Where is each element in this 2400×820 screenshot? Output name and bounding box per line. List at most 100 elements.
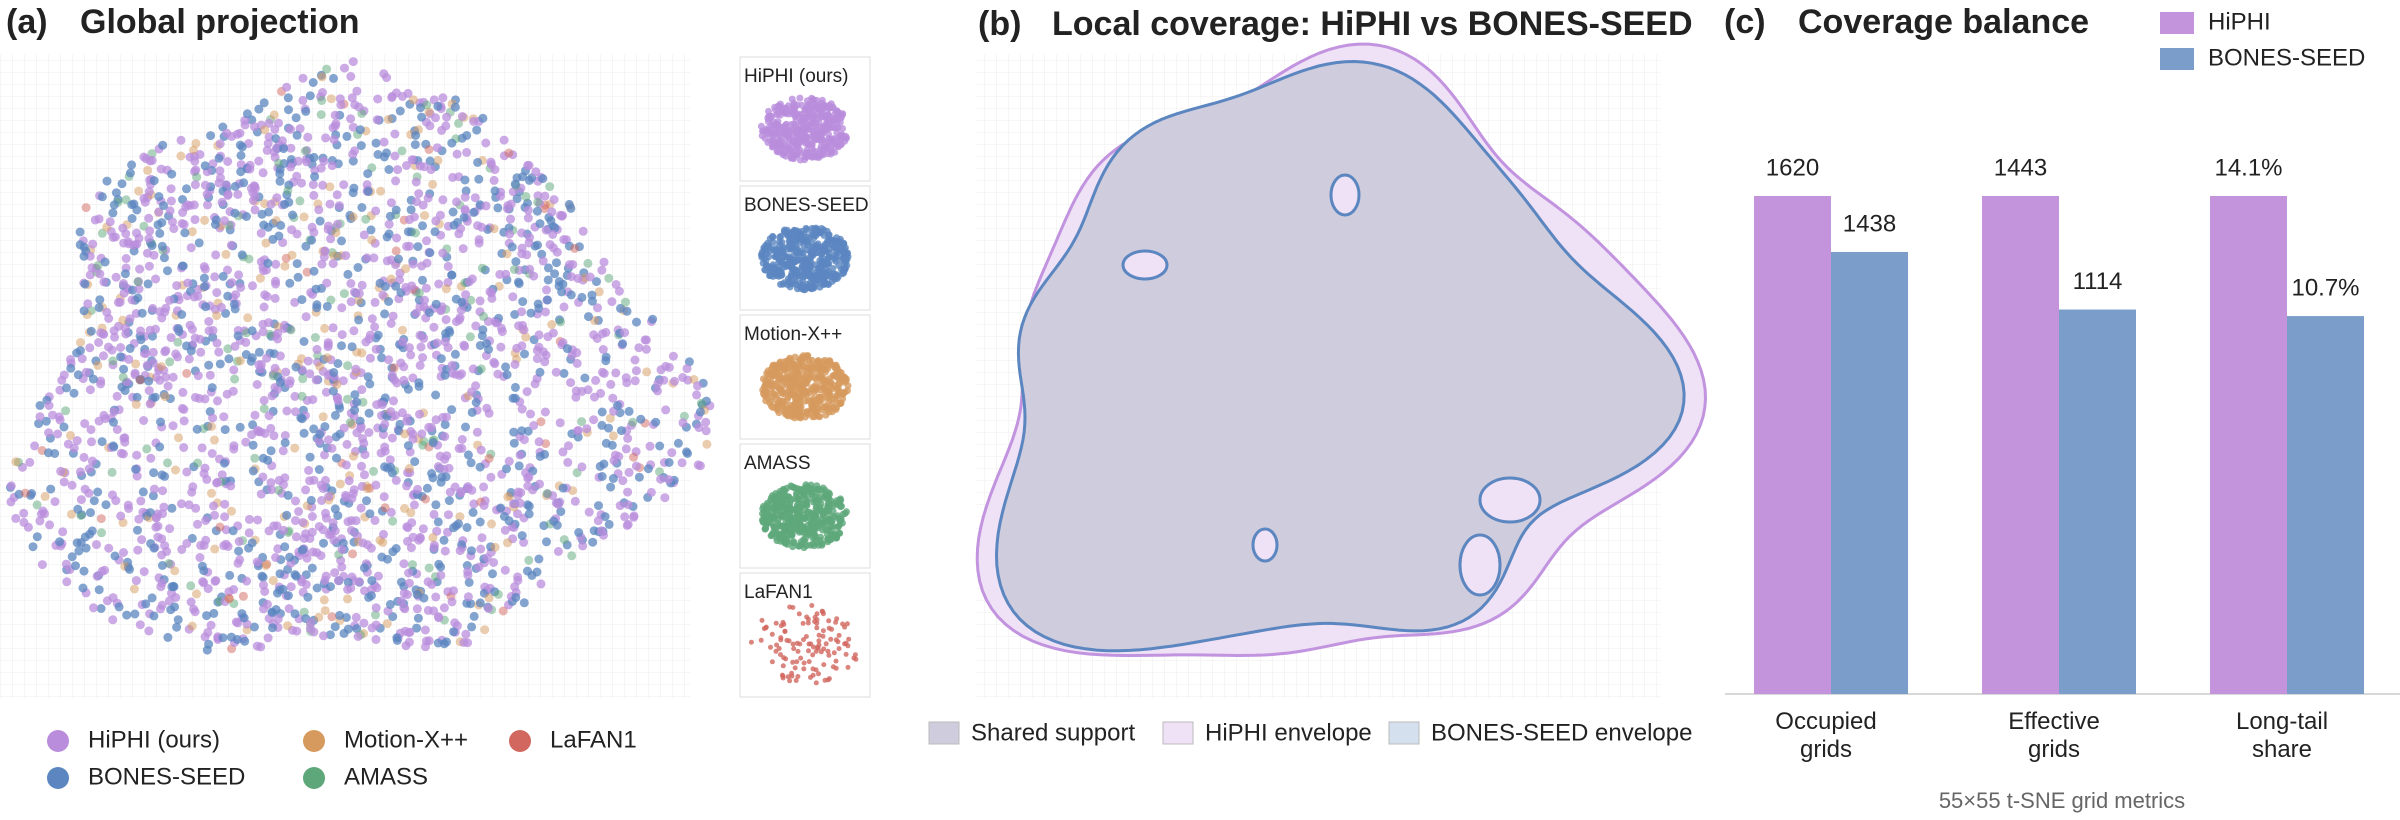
point: [539, 347, 549, 357]
bar: [2210, 196, 2287, 694]
point: [148, 347, 158, 357]
point: [235, 356, 245, 366]
point: [283, 621, 293, 631]
point: [670, 376, 679, 386]
point: [182, 467, 192, 477]
inset-point: [785, 493, 793, 501]
point: [247, 538, 257, 548]
inset-point: [790, 401, 798, 409]
point: [112, 391, 122, 401]
point: [373, 571, 383, 581]
point: [110, 232, 120, 242]
inset-point: [781, 621, 787, 627]
point: [177, 545, 187, 554]
point: [628, 417, 638, 427]
point: [510, 310, 520, 319]
point: [406, 350, 416, 360]
point: [160, 541, 170, 551]
point: [212, 288, 222, 298]
point: [343, 361, 353, 371]
point: [46, 484, 56, 494]
point: [656, 365, 666, 375]
point: [282, 510, 292, 520]
point: [438, 248, 448, 258]
point: [319, 156, 329, 166]
point: [491, 318, 501, 328]
point: [580, 373, 590, 383]
point: [441, 315, 451, 325]
point: [403, 227, 413, 237]
point: [621, 444, 631, 454]
point: [333, 219, 342, 229]
point: [429, 509, 439, 519]
point: [157, 600, 167, 610]
point: [317, 72, 327, 82]
point: [529, 271, 539, 281]
inset-point: [794, 659, 800, 665]
point: [148, 303, 158, 313]
point: [460, 341, 470, 351]
point: [328, 518, 338, 528]
point: [302, 157, 312, 167]
inset-point: [814, 507, 822, 515]
point: [196, 540, 206, 550]
point: [404, 343, 414, 353]
point: [267, 391, 277, 401]
point: [250, 191, 260, 201]
point: [354, 288, 364, 298]
point: [92, 571, 102, 581]
point: [591, 375, 601, 385]
point: [231, 617, 241, 627]
chart-title: Coverage balance: [1798, 3, 2089, 41]
point: [272, 193, 282, 203]
point: [149, 543, 159, 553]
point: [604, 423, 613, 433]
inset-point: [802, 496, 809, 504]
point: [444, 463, 454, 473]
point: [554, 499, 563, 509]
point: [538, 174, 548, 184]
inset-point: [759, 375, 767, 383]
point: [234, 546, 244, 556]
point: [215, 522, 225, 532]
point: [258, 327, 268, 337]
point: [35, 401, 45, 410]
point: [241, 437, 251, 447]
point: [407, 155, 417, 165]
point: [559, 368, 569, 378]
point: [548, 229, 558, 239]
point: [473, 157, 483, 167]
point: [219, 458, 229, 468]
point: [71, 561, 80, 571]
inset-point: [826, 652, 832, 658]
point: [464, 577, 474, 587]
inset-point: [834, 124, 842, 132]
inset-point: [836, 632, 842, 638]
point: [297, 391, 307, 401]
point: [286, 325, 296, 335]
point: [331, 228, 341, 238]
point: [517, 404, 527, 414]
point: [525, 232, 535, 242]
point: [127, 214, 137, 223]
inset-point: [825, 357, 833, 365]
point: [428, 438, 438, 448]
point: [292, 259, 302, 269]
point: [204, 360, 214, 370]
point: [422, 100, 432, 110]
inset-point: [778, 530, 786, 538]
point: [286, 155, 296, 164]
point: [600, 512, 610, 522]
point: [607, 297, 617, 307]
point: [524, 501, 534, 511]
point: [357, 385, 367, 395]
point: [92, 540, 101, 550]
point: [601, 438, 611, 448]
point: [94, 585, 104, 595]
point: [428, 533, 438, 542]
point: [270, 293, 280, 303]
point: [386, 198, 396, 208]
point: [210, 544, 220, 554]
point: [388, 547, 398, 557]
